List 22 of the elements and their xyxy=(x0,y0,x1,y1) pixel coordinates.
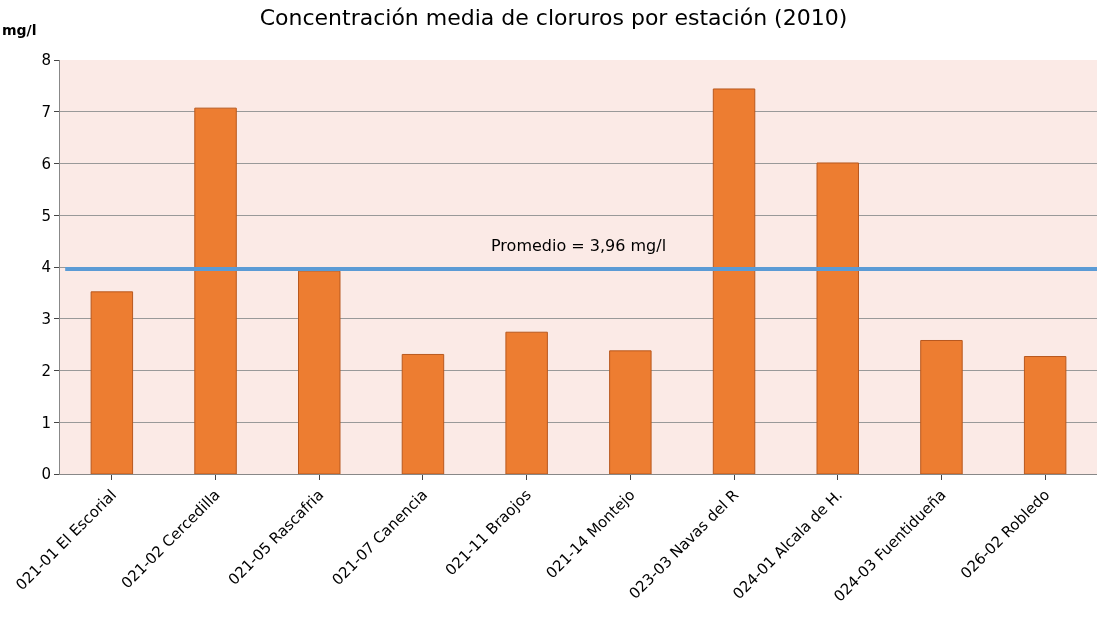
bar xyxy=(816,162,859,474)
y-tick-label: 7 xyxy=(41,103,51,121)
bar xyxy=(505,331,548,474)
y-tick-label: 3 xyxy=(41,310,51,328)
y-tick-label: 4 xyxy=(41,258,51,277)
bar xyxy=(298,270,341,474)
bar xyxy=(609,350,652,474)
y-tick-label: 0 xyxy=(41,465,51,484)
y-tick-label: 5 xyxy=(41,206,51,225)
y-axis-title: mg/l xyxy=(2,22,37,38)
bar xyxy=(194,107,237,474)
bar xyxy=(1023,356,1067,474)
bar xyxy=(712,88,756,474)
y-tick-label: 1 xyxy=(41,413,51,432)
bar xyxy=(401,353,445,474)
ref-line-label: Promedio = 3,96 mg/l xyxy=(491,236,667,255)
y-tick-label: 8 xyxy=(41,51,51,70)
bar xyxy=(920,339,963,474)
chart-title: Concentración media de cloruros por estación (2010) xyxy=(259,4,848,30)
y-tick-label: 6 xyxy=(41,154,51,173)
y-tick-label: 2 xyxy=(41,361,51,380)
bar xyxy=(90,291,134,474)
